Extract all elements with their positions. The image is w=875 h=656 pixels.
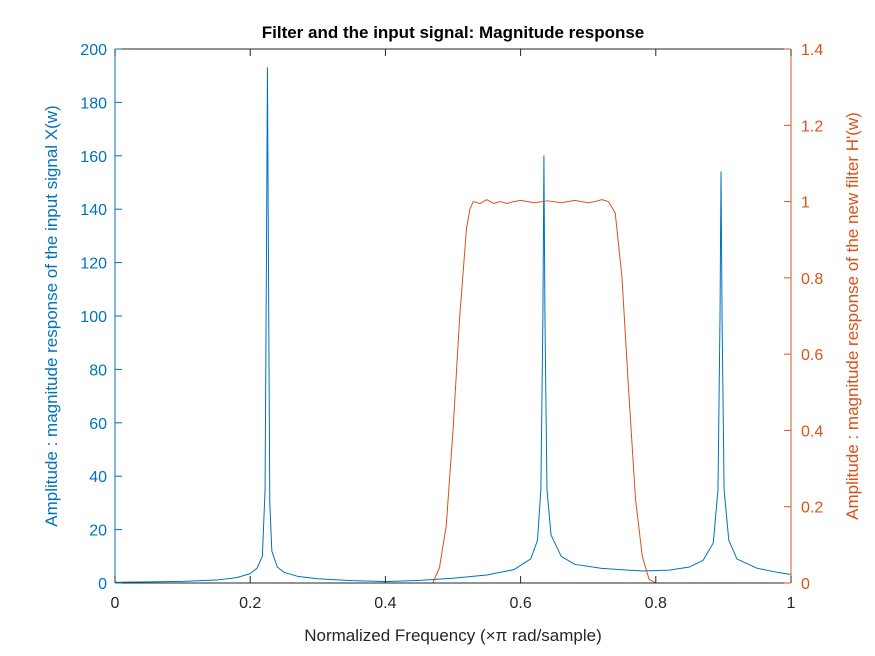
left-y-tick-label: 80 — [89, 362, 107, 379]
right-y-tick-label: 0.8 — [801, 271, 823, 288]
right-y-tick-label: 1.4 — [801, 42, 823, 59]
x-ticks: 0 0.2 0.4 0.6 0.8 1 — [111, 49, 796, 612]
series-layer — [114, 67, 792, 584]
left-y-tick-label: 180 — [80, 95, 107, 112]
x-tick-label: 0 — [111, 595, 120, 612]
x-axis-label: Normalized Frequency (×π rad/sample) — [304, 626, 602, 645]
left-y-tick-label: 40 — [89, 469, 107, 486]
chart-title: Filter and the input signal: Magnitude r… — [262, 23, 645, 42]
left-y-tick-label: 120 — [80, 256, 107, 273]
x-tick-label: 0.2 — [239, 595, 261, 612]
x-tick-label: 0.6 — [509, 595, 531, 612]
filter-response-line — [115, 199, 791, 584]
right-y-tick-label: 1.2 — [801, 118, 823, 135]
x-tick-label: 1 — [787, 595, 796, 612]
right-y-tick-label: 0.4 — [801, 423, 823, 440]
left-y-tick-label: 140 — [80, 202, 107, 219]
x-tick-label: 0.8 — [645, 595, 667, 612]
left-y-ticks: 0 20 40 60 80 100 120 140 160 180 200 — [80, 42, 122, 593]
left-y-tick-label: 60 — [89, 416, 107, 433]
input-signal-line — [114, 67, 792, 583]
plot-area — [115, 49, 791, 583]
left-y-tick-label: 100 — [80, 309, 107, 326]
left-y-tick-label: 200 — [80, 42, 107, 59]
right-y-tick-label: 0 — [801, 576, 810, 593]
x-tick-label: 0.4 — [374, 595, 396, 612]
right-y-tick-label: 1 — [801, 195, 810, 212]
right-y-tick-label: 0.6 — [801, 347, 823, 364]
left-y-tick-label: 20 — [89, 523, 107, 540]
left-y-tick-label: 0 — [98, 576, 107, 593]
right-y-tick-label: 0.2 — [801, 500, 823, 517]
left-y-tick-label: 160 — [80, 149, 107, 166]
left-y-axis-label: Amplitude : magnitude response of the in… — [42, 105, 61, 526]
right-y-ticks: 0 0.2 0.4 0.6 0.8 1 1.2 1.4 — [784, 42, 823, 593]
right-y-axis-label: Amplitude : magnitude response of the ne… — [843, 112, 862, 520]
